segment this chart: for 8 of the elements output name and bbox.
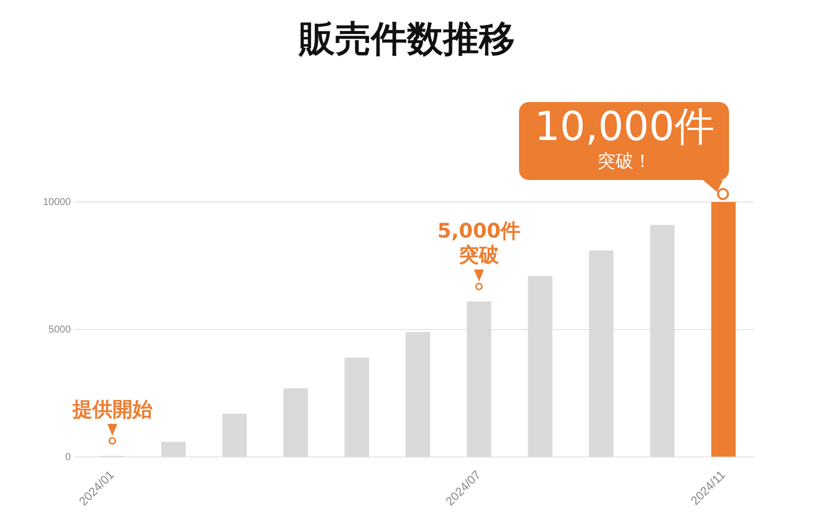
chart-title: 販売件数推移 [298,18,516,62]
annotation: 10,000件 [533,104,716,150]
y-tick-label: 10000 [42,196,72,208]
bar [711,202,736,457]
y-tick-label: 0 [65,452,72,463]
y-tick-label: 5000 [48,324,72,336]
annotation: 5,000件突破 [437,218,521,267]
annotation: 提供開始 [71,396,154,421]
